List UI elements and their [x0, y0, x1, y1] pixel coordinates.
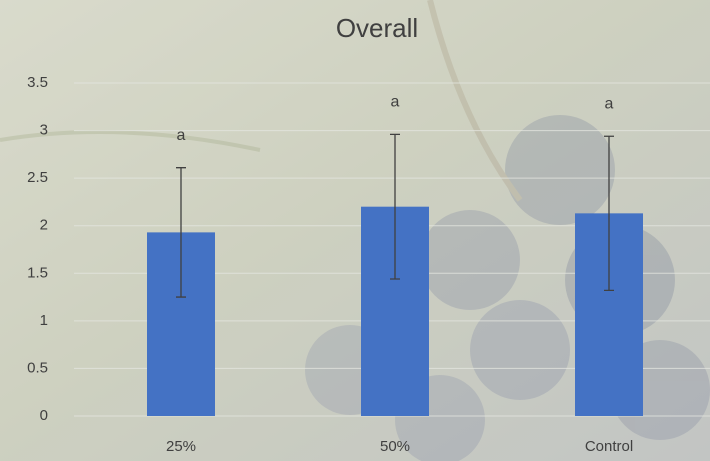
- annotation: a: [391, 94, 400, 111]
- error-bar: [390, 133, 400, 280]
- error-bar: [604, 135, 614, 292]
- error-bar: [176, 167, 186, 298]
- y-tick-label: 1: [40, 312, 48, 329]
- x-tick-label: 25%: [166, 438, 196, 455]
- y-tick-label: 1.5: [27, 264, 48, 281]
- annotation: a: [177, 127, 186, 144]
- annotation: a: [605, 95, 614, 112]
- chart-title: Overall: [336, 13, 418, 43]
- y-tick-label: 2.5: [27, 169, 48, 186]
- y-tick-label: 3: [40, 122, 48, 139]
- y-tick-label: 3.5: [27, 74, 48, 91]
- x-tick-label: 50%: [380, 438, 410, 455]
- y-tick-label: 2: [40, 217, 48, 234]
- x-tick-label: Control: [585, 438, 633, 455]
- y-tick-label: 0: [40, 407, 48, 424]
- y-tick-label: 0.5: [27, 359, 48, 376]
